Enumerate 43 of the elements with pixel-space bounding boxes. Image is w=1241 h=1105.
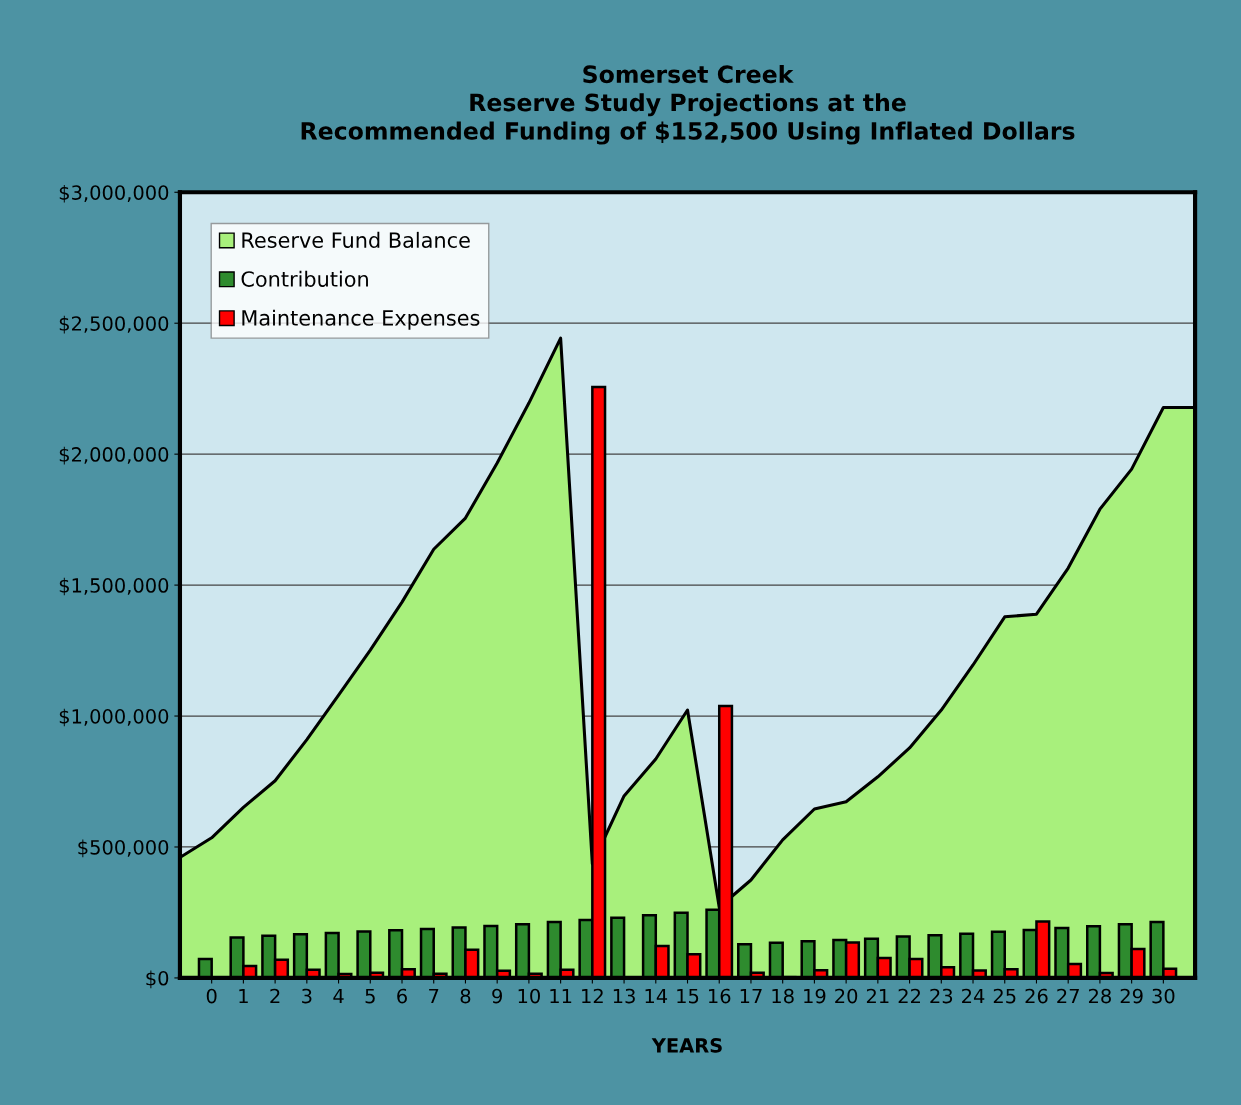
y-tick-label: $2,500,000 xyxy=(59,315,169,334)
x-tick-label: 5 xyxy=(365,988,375,1004)
y-tick-label: $0 xyxy=(146,970,169,989)
x-tick-label: 10 xyxy=(518,988,540,1004)
y-tick-label: $2,000,000 xyxy=(59,446,169,465)
x-tick-label: 17 xyxy=(740,988,762,1004)
x-tick-label: 12 xyxy=(582,988,603,1004)
x-tick-label: 20 xyxy=(835,988,858,1004)
x-tick-label: 27 xyxy=(1057,988,1079,1004)
y-tick-label: $3,000,000 xyxy=(59,184,169,203)
x-tick-label: 8 xyxy=(460,988,471,1004)
x-tick-label: 26 xyxy=(1025,988,1048,1004)
legend-label: Maintenance Expenses xyxy=(242,309,480,330)
x-tick-label: 6 xyxy=(397,988,407,1004)
x-tick-label: 23 xyxy=(930,988,953,1004)
x-tick-label: 28 xyxy=(1088,988,1111,1004)
chart-title: Somerset Creek Reserve Study Projections at the Recommended Funding of $152,500 Using Inflated Dollars xyxy=(301,64,1075,145)
x-tick-label: 13 xyxy=(613,988,635,1004)
x-tick-label: 15 xyxy=(677,988,699,1004)
x-tick-label: 30 xyxy=(1152,988,1175,1004)
x-tick-label: 24 xyxy=(962,988,985,1004)
x-tick-label: 16 xyxy=(709,988,731,1004)
x-tick-label: 22 xyxy=(898,988,920,1004)
x-tick-label: 14 xyxy=(645,988,668,1004)
x-tick-label: 2 xyxy=(270,988,280,1004)
x-tick-label: 7 xyxy=(429,988,439,1004)
x-axis-title: YEARS xyxy=(651,1038,722,1053)
y-tick-label: $1,500,000 xyxy=(59,577,169,596)
x-tick-label: 25 xyxy=(993,988,1016,1004)
x-tick-label: 18 xyxy=(772,988,794,1004)
x-tick-label: 11 xyxy=(550,988,572,1004)
x-tick-label: 19 xyxy=(804,988,826,1004)
x-tick-label: 3 xyxy=(302,988,312,1004)
x-tick-label: 9 xyxy=(492,988,502,1004)
legend-label: Contribution xyxy=(241,270,368,287)
x-tick-label: 29 xyxy=(1120,988,1143,1004)
x-tick-label: 21 xyxy=(866,988,889,1004)
y-tick-label: $1,000,000 xyxy=(59,708,169,727)
x-tick-label: 0 xyxy=(206,988,217,1004)
x-tick-label: 4 xyxy=(333,988,344,1004)
legend-label: Reserve Fund Balance xyxy=(242,231,470,248)
x-tick-label: 1 xyxy=(239,988,248,1004)
y-tick-label: $500,000 xyxy=(78,839,169,858)
